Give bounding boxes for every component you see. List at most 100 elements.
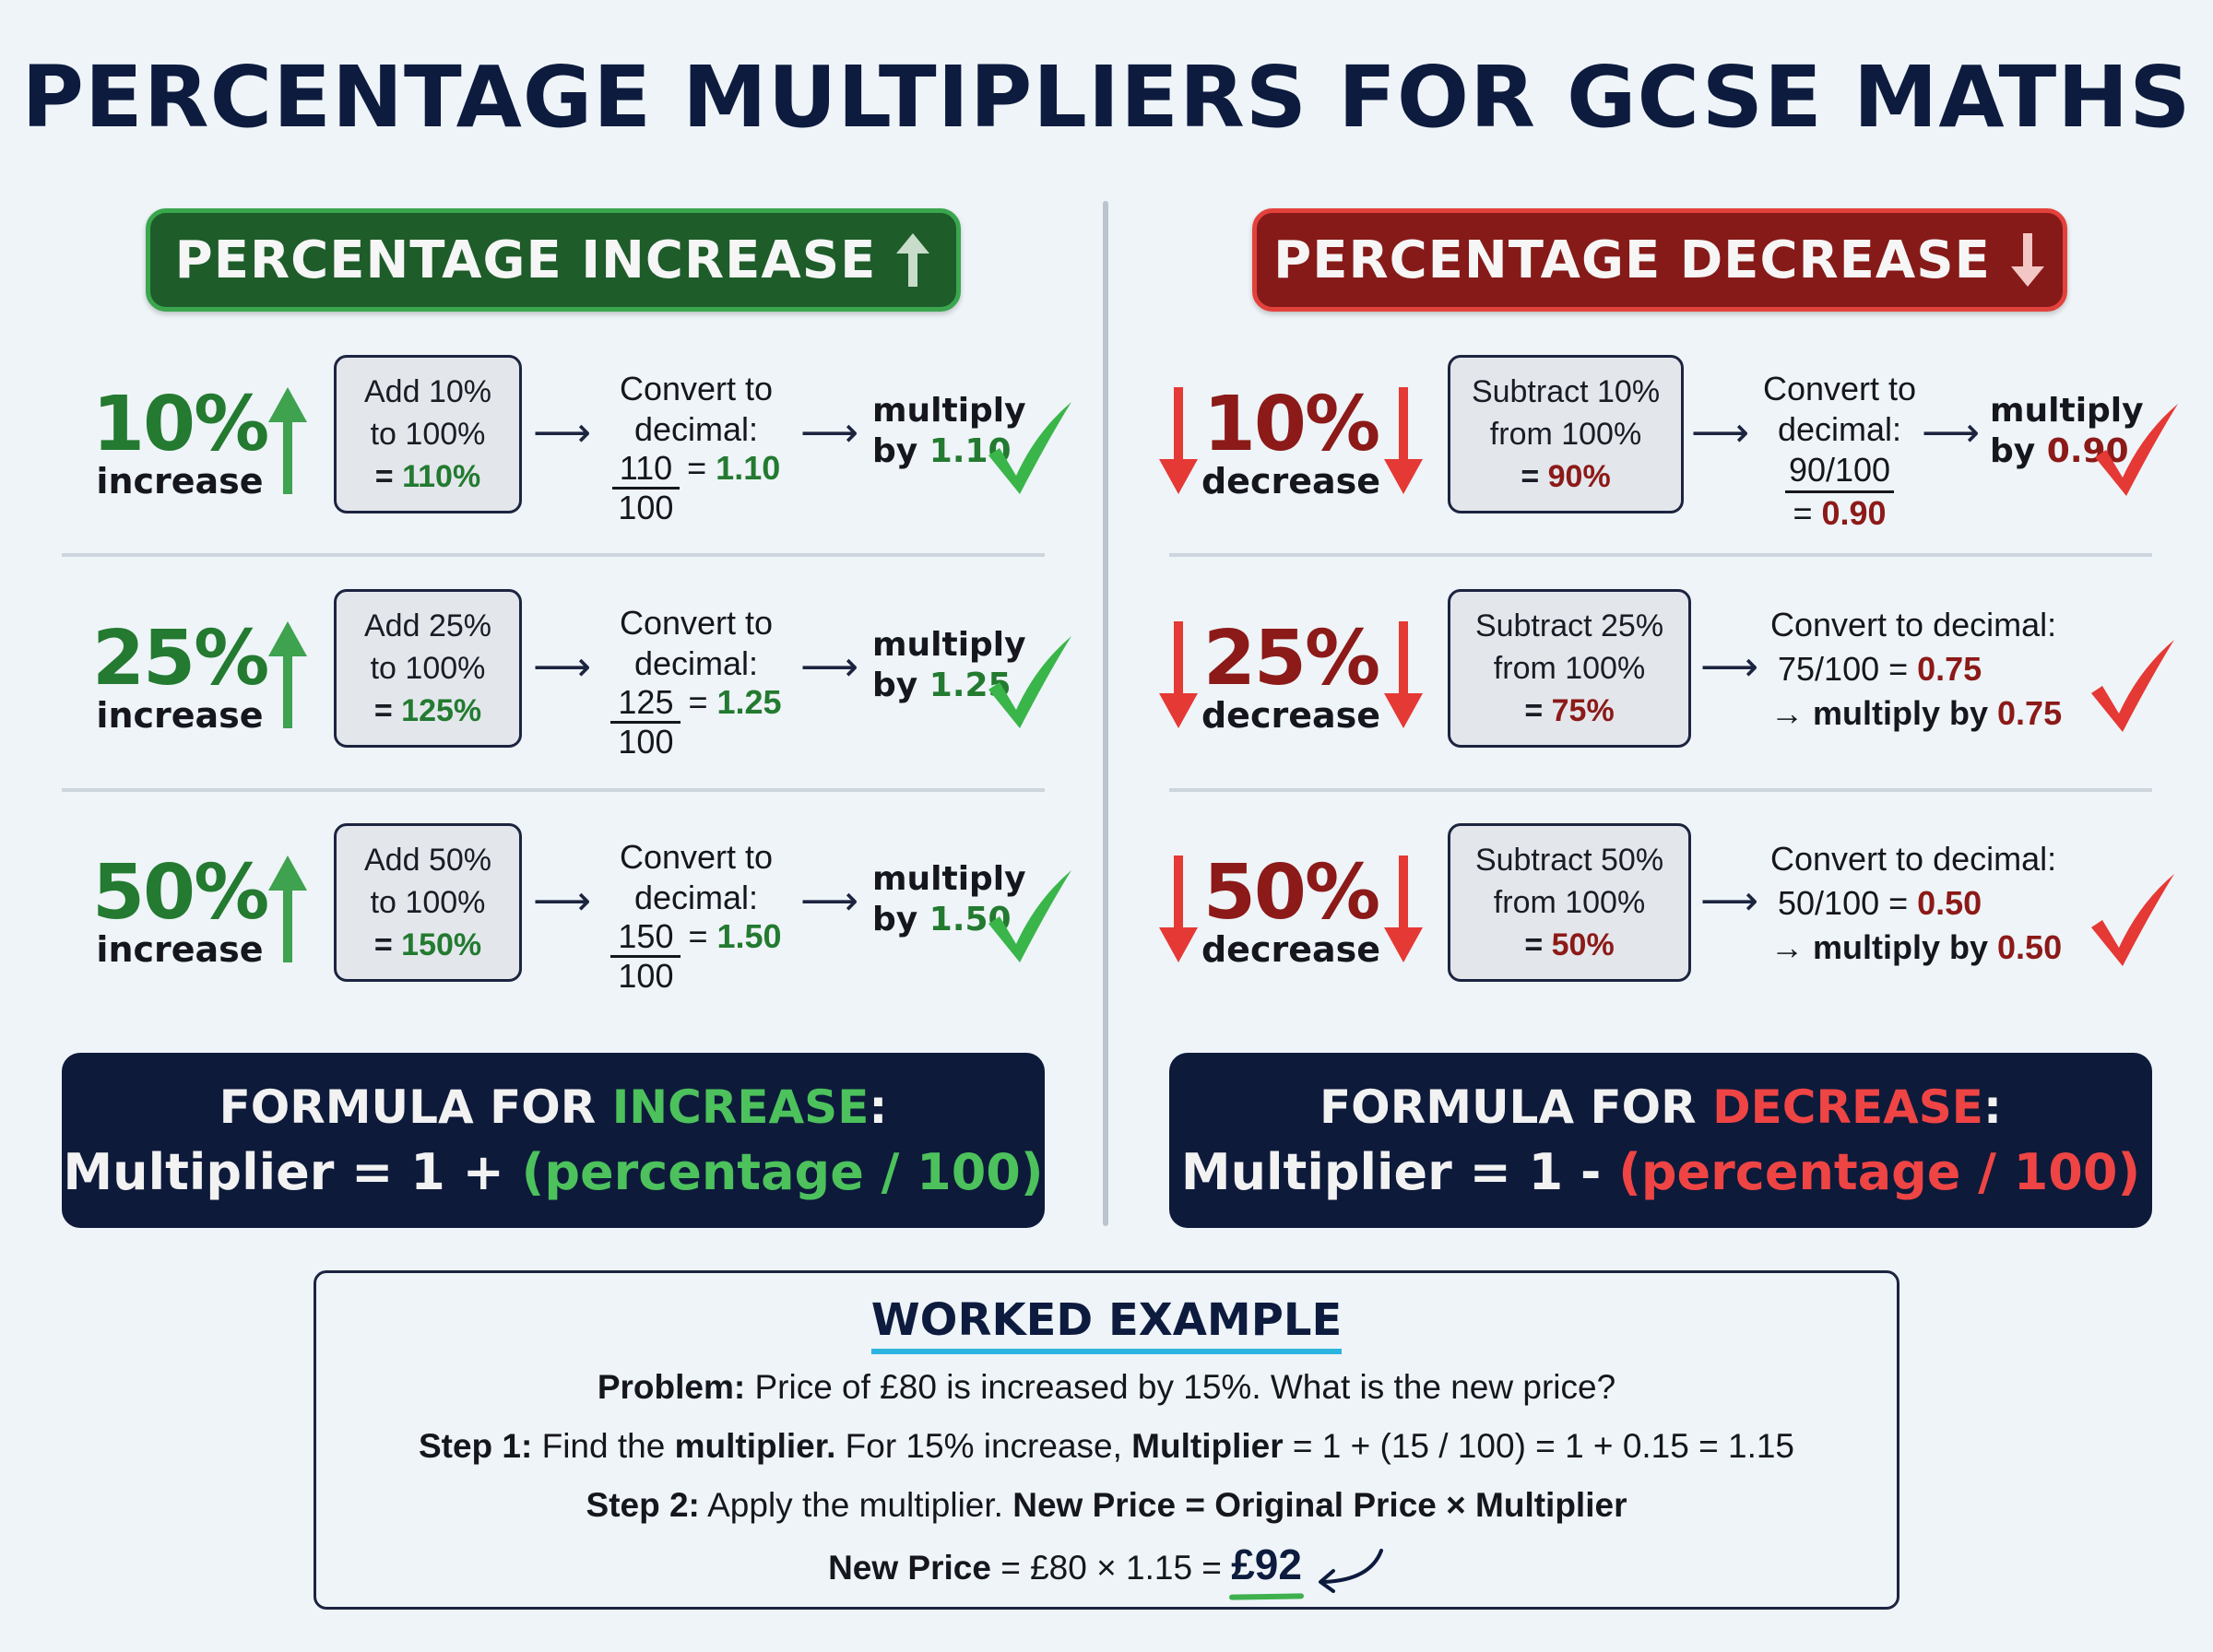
arrow-right-icon: ⟶ xyxy=(1700,879,1759,924)
fraction: 50/100 xyxy=(1778,884,1880,922)
arrow-right-icon: ⟶ xyxy=(800,644,859,690)
decimal-value: 1.25 xyxy=(716,683,782,721)
step-result: 50% xyxy=(1551,927,1615,962)
final-label: New Price xyxy=(828,1549,991,1587)
percent-word: decrease xyxy=(1201,695,1381,736)
percent-value: 25% xyxy=(92,615,269,702)
step-result-line: = 50% xyxy=(1450,924,1688,966)
decimal-line: 75/100 = 0.75 xyxy=(1770,647,2062,691)
multiply-label: multiply xyxy=(1990,392,2144,430)
formula-heading-prefix: FORMULA FOR xyxy=(1320,1080,1713,1134)
percent-label: 25% increase xyxy=(92,615,269,736)
curved-arrow-icon xyxy=(1318,1549,1383,1594)
equals: = xyxy=(1879,650,1918,688)
formula-expression: Multiplier = 1 - (percentage / 100) xyxy=(1169,1143,2152,1201)
convert-block: Convert to decimal: 75/100 = 0.75 → mult… xyxy=(1770,603,2062,736)
step-line: from 100% xyxy=(1493,885,1646,920)
step-result: 150% xyxy=(401,927,482,962)
denominator: 100 xyxy=(618,957,674,995)
step-keyword: Multiplier xyxy=(1131,1427,1284,1465)
step-result-line: = 125% xyxy=(337,690,519,732)
percent-label: 25% decrease xyxy=(1199,621,1383,736)
arrow-up-icon xyxy=(268,621,307,728)
step-keyword: New Price xyxy=(1012,1486,1177,1524)
convert-block: Convert to decimal: 125 100 = 1.25 xyxy=(590,603,802,761)
percent-word: decrease xyxy=(1201,461,1381,502)
convert-line: Convert to xyxy=(619,370,774,407)
row-divider xyxy=(62,788,1045,792)
fraction-line: 125 100 = 1.25 xyxy=(590,683,802,761)
formula-prefix: Multiplier = 1 + xyxy=(63,1142,522,1201)
formula-heading-suffix: : xyxy=(869,1080,888,1134)
step-box: Add 50% to 100% = 150% xyxy=(334,823,522,982)
equals: = xyxy=(1793,494,1822,532)
fraction: 150 100 xyxy=(610,918,681,995)
convert-line: decimal: xyxy=(633,879,759,916)
step-result: 110% xyxy=(402,459,481,494)
step-1-label: Step 1: xyxy=(418,1427,533,1465)
by-label: by xyxy=(872,432,929,470)
by-label: by xyxy=(1990,432,2047,470)
step-result-line: = 75% xyxy=(1450,690,1688,732)
arrow-down-icon xyxy=(1159,856,1198,962)
checkmark-icon xyxy=(2095,404,2178,496)
step-result: 90% xyxy=(1547,459,1611,494)
equals: = xyxy=(373,693,402,728)
multiplier-value: 0.50 xyxy=(1997,928,2063,966)
equals: = xyxy=(1521,459,1548,494)
arrow-right-icon: ⟶ xyxy=(533,644,592,690)
step-line: Subtract 25% xyxy=(1474,608,1664,643)
decimal-value: 1.10 xyxy=(716,449,781,487)
equals: = xyxy=(373,927,402,962)
arrow-right-icon: ⟶ xyxy=(533,879,592,924)
numerator: 110 xyxy=(611,450,680,490)
by-label: by xyxy=(872,667,929,704)
step-text: = xyxy=(1176,1486,1215,1524)
multiply-label: multiply xyxy=(872,626,1026,664)
step-box: Add 25% to 100% = 125% xyxy=(334,589,522,748)
step-box: Add 10% to 100% = 110% xyxy=(334,355,522,513)
convert-line: Convert to decimal: xyxy=(1770,606,2057,643)
decrease-formula-panel: FORMULA FOR DECREASE: Multiplier = 1 - (… xyxy=(1169,1053,2152,1228)
percent-value: 25% xyxy=(1202,615,1380,702)
step-line: to 100% xyxy=(370,651,486,686)
step-text: For 15% increase, xyxy=(835,1427,1132,1465)
formula-term: (percentage / 100) xyxy=(521,1142,1044,1201)
percent-word: increase xyxy=(96,695,264,736)
convert-block: Convert to decimal: 90/100 = 0.90 xyxy=(1743,369,1936,534)
fraction-line: 150 100 = 1.50 xyxy=(590,917,802,995)
formula-heading-prefix: FORMULA FOR xyxy=(219,1080,612,1134)
increase-header-badge: PERCENTAGE INCREASE xyxy=(146,208,961,312)
equals: = xyxy=(687,449,716,487)
multiplier-value: 0.90 xyxy=(2046,432,2129,470)
arrow-down-icon xyxy=(1159,387,1198,494)
equals: = xyxy=(374,459,403,494)
formula-heading-key: DECREASE xyxy=(1712,1080,1983,1134)
problem-label: Problem: xyxy=(597,1368,746,1406)
multiply-label: → multiply by xyxy=(1770,928,1998,966)
convert-line: Convert to xyxy=(619,838,774,876)
step-2-line: Step 2: Apply the multiplier. New Price … xyxy=(316,1476,1897,1535)
multiply-line: → multiply by 0.75 xyxy=(1770,691,2062,736)
arrow-right-icon: ⟶ xyxy=(800,410,859,455)
numerator: 125 xyxy=(610,684,681,724)
multiply-label: multiply xyxy=(872,860,1026,898)
convert-block: Convert to decimal: 110 100 = 1.10 xyxy=(590,369,802,526)
formula-heading-suffix: : xyxy=(1982,1080,2002,1134)
formula-heading-key: INCREASE xyxy=(611,1080,870,1134)
convert-line: decimal: xyxy=(633,644,759,682)
convert-block: Convert to decimal: 50/100 = 0.50 → mult… xyxy=(1770,837,2062,970)
arrow-right-icon: ⟶ xyxy=(1691,410,1750,455)
fraction: 125 100 xyxy=(610,684,681,761)
final-answer-line: New Price = £80 × 1.15 = £92 xyxy=(316,1535,1897,1598)
step-box: Subtract 25% from 100% = 75% xyxy=(1448,589,1691,748)
arrow-right-icon: ⟶ xyxy=(1922,410,1981,455)
arrow-down-icon xyxy=(2010,233,2044,287)
increase-formula-panel: FORMULA FOR INCREASE: Multiplier = 1 + (… xyxy=(62,1053,1045,1228)
problem-text: Price of £80 is increased by 15%. What i… xyxy=(745,1368,1616,1406)
numerator: 150 xyxy=(610,918,681,958)
step-line: Add 50% xyxy=(364,843,491,878)
checkmark-icon xyxy=(988,636,1071,728)
multiply-result: multiply by 1.10 xyxy=(872,391,1026,472)
multiply-label: multiply xyxy=(872,392,1026,430)
